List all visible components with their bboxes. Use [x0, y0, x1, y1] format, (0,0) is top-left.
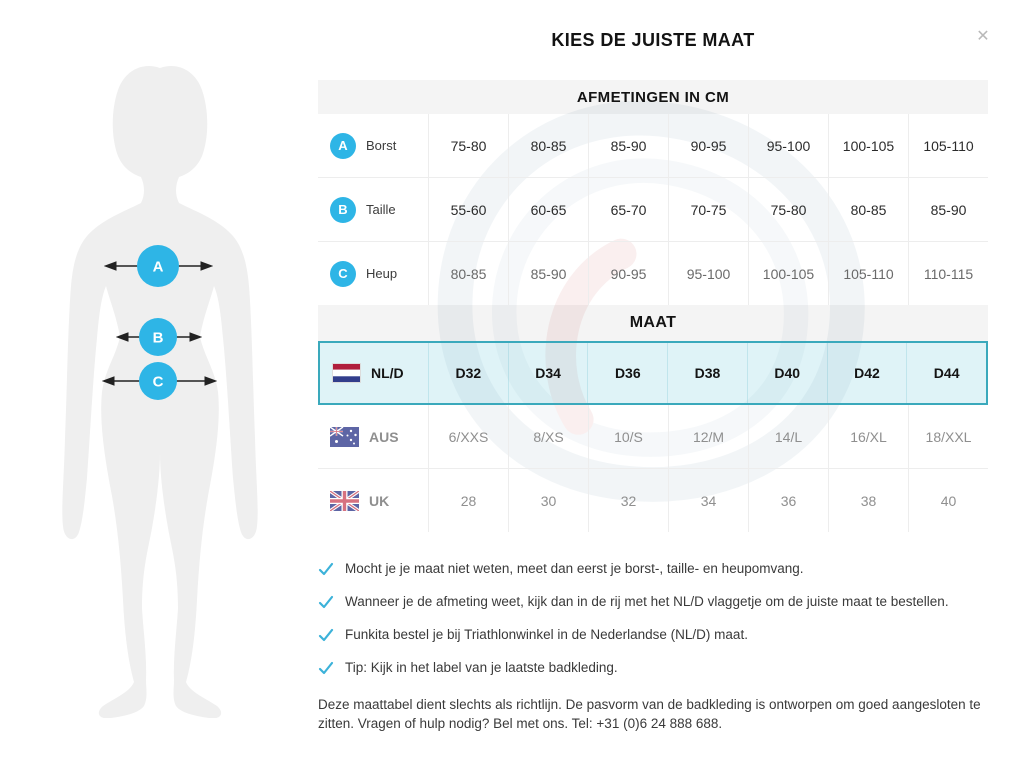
measure-cell: 70-75 — [668, 178, 748, 241]
sizes-table: NL/D D32 D34 D36 D38 D40 D42 D44 — [318, 341, 988, 532]
hip-marker-badge — [139, 362, 177, 400]
size-cell: 6/XXS — [428, 405, 508, 468]
row-label: UK — [369, 492, 390, 509]
size-cell: D34 — [507, 343, 588, 403]
measure-cell: 90-95 — [588, 242, 668, 305]
footer-note: Deze maattabel dient slechts als richtli… — [318, 697, 981, 731]
row-header-nld: NL/D — [320, 343, 428, 403]
marker-c-badge: C — [330, 260, 356, 287]
checkmark-icon — [318, 595, 334, 608]
size-cell: D38 — [667, 343, 747, 403]
list-item: Mocht je je maat niet weten, meet dan ee… — [318, 552, 988, 585]
checkmark-icon — [318, 661, 334, 674]
waist-marker-label: B — [153, 330, 164, 347]
aus-flag-icon — [330, 426, 359, 447]
measure-cell: 95-100 — [748, 114, 828, 177]
page-title: KIES DE JUISTE MAAT — [551, 30, 755, 50]
measure-cell: 60-65 — [508, 178, 588, 241]
sizes-header: MAAT — [318, 305, 988, 341]
table-row-uk: UK 28 30 32 34 36 38 40 — [318, 469, 988, 532]
size-cell: 34 — [668, 469, 748, 532]
size-cell: D42 — [826, 343, 907, 403]
list-item: Funkita bestel je bij Triathlonwinkel in… — [318, 618, 988, 651]
row-header-aus: AUS — [318, 405, 428, 468]
body-silhouette: A B C — [62, 66, 258, 718]
brand-watermark-icon — [437, 100, 865, 502]
tips-list: Mocht je je maat niet weten, meet dan ee… — [318, 552, 988, 684]
row-label: Heup — [366, 266, 398, 281]
checkmark-icon — [318, 562, 334, 575]
table-row-taille: B Taille 55-60 60-65 65-70 70-75 75-80 8… — [318, 178, 988, 242]
measure-cell: 100-105 — [748, 242, 828, 305]
size-cell: 10/S — [588, 405, 668, 468]
tip-text: Funkita bestel je bij Triathlonwinkel in… — [345, 627, 748, 642]
size-cell: D44 — [906, 343, 986, 403]
row-label: NL/D — [371, 365, 404, 381]
measure-cell: 95-100 — [668, 242, 748, 305]
measure-cell: 85-90 — [908, 178, 988, 241]
size-cell: D40 — [746, 343, 827, 403]
waist-marker-badge — [139, 318, 177, 356]
measure-cell: 105-110 — [828, 242, 908, 305]
row-header-taille: B Taille — [318, 178, 428, 241]
size-cell: 40 — [908, 469, 988, 532]
measure-cell: 85-90 — [508, 242, 588, 305]
hip-marker-label: C — [153, 374, 164, 391]
list-item: Wanneer je de afmeting weet, kijk dan in… — [318, 585, 988, 618]
table-row-nld: NL/D D32 D34 D36 D38 D40 D42 D44 — [318, 341, 988, 405]
measure-cell: 75-80 — [428, 114, 508, 177]
list-item: Tip: Kijk in het label van je laatste ba… — [318, 651, 988, 684]
measurements-header: AFMETINGEN IN CM — [318, 80, 988, 114]
tip-text: Tip: Kijk in het label van je laatste ba… — [345, 660, 618, 675]
size-chart-content: AFMETINGEN IN CM A Borst 75-80 80-85 85-… — [318, 80, 988, 734]
row-header-borst: A Borst — [318, 114, 428, 177]
measure-cell: 85-90 — [588, 114, 668, 177]
checkmark-icon — [318, 628, 334, 641]
tip-text: Mocht je je maat niet weten, meet dan ee… — [345, 561, 804, 576]
size-cell: 32 — [588, 469, 668, 532]
marker-a-badge: A — [330, 132, 356, 159]
size-cell: 14/L — [748, 405, 828, 468]
size-cell: D32 — [428, 343, 508, 403]
measure-cell: 65-70 — [588, 178, 668, 241]
marker-b-badge: B — [330, 196, 356, 223]
table-row-aus: AUS 6/XXS 8/XS 10/S 12/M 14/L 16/XL 18/X… — [318, 405, 988, 469]
uk-flag-icon — [330, 490, 359, 511]
size-cell: 28 — [428, 469, 508, 532]
size-cell: 36 — [748, 469, 828, 532]
row-header-heup: C Heup — [318, 242, 428, 305]
table-row-borst: A Borst 75-80 80-85 85-90 90-95 95-100 1… — [318, 114, 988, 178]
size-cell: D36 — [587, 343, 667, 403]
close-icon[interactable]: ✕ — [976, 28, 990, 45]
row-label: AUS — [369, 428, 399, 445]
tip-text: Wanneer je de afmeting weet, kijk dan in… — [345, 594, 949, 609]
row-label: Borst — [366, 138, 397, 153]
measurements-table: A Borst 75-80 80-85 85-90 90-95 95-100 1… — [318, 114, 988, 305]
bust-marker-badge — [137, 245, 179, 287]
size-cell: 8/XS — [508, 405, 588, 468]
measure-cell: 80-85 — [428, 242, 508, 305]
size-cell: 38 — [828, 469, 908, 532]
measure-cell: 75-80 — [748, 178, 828, 241]
size-cell: 18/XXL — [908, 405, 988, 468]
measure-cell: 110-115 — [908, 242, 988, 305]
measure-cell: 80-85 — [508, 114, 588, 177]
measure-cell: 100-105 — [828, 114, 908, 177]
size-cell: 16/XL — [828, 405, 908, 468]
measure-cell: 105-110 — [908, 114, 988, 177]
row-header-uk: UK — [318, 469, 428, 532]
measure-cell: 55-60 — [428, 178, 508, 241]
table-row-heup: C Heup 80-85 85-90 90-95 95-100 100-105 … — [318, 242, 988, 305]
measure-cell: 90-95 — [668, 114, 748, 177]
row-label: Taille — [366, 202, 396, 217]
measure-cell: 80-85 — [828, 178, 908, 241]
bust-marker-label: A — [153, 259, 164, 276]
size-cell: 30 — [508, 469, 588, 532]
size-cell: 12/M — [668, 405, 748, 468]
nl-flag-icon — [332, 363, 361, 383]
